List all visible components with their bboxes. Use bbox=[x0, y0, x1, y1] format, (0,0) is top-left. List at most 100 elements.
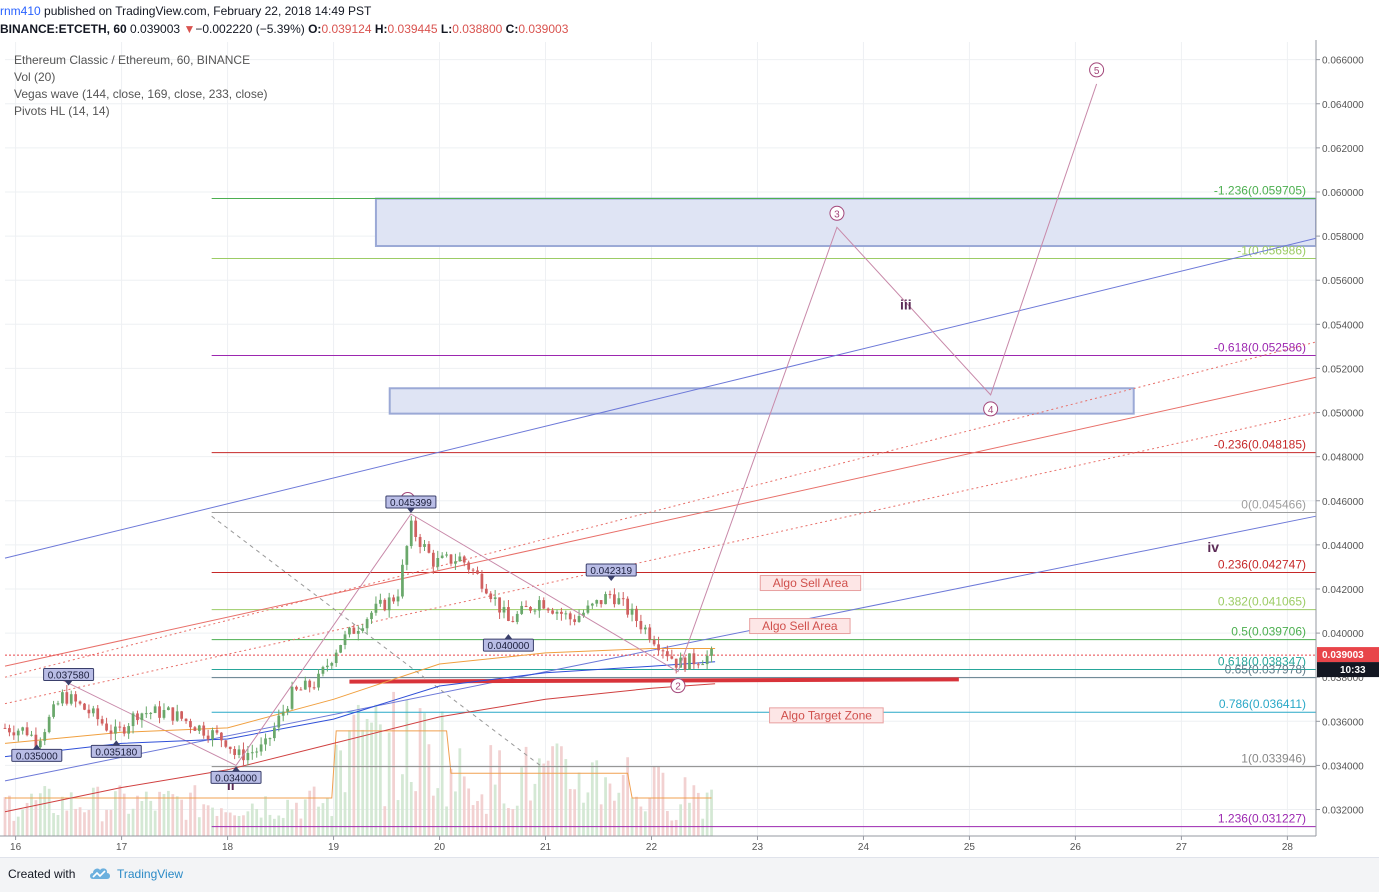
volume-bar bbox=[626, 757, 630, 836]
publish-line: rnm410 published on TradingView.com, Feb… bbox=[0, 4, 371, 18]
candle-body bbox=[471, 569, 475, 571]
candle-body bbox=[467, 562, 471, 570]
candle-body bbox=[555, 611, 559, 614]
volume-bar bbox=[255, 808, 259, 836]
price-axis-label: 0.050000 bbox=[1322, 409, 1364, 420]
price-axis-panel bbox=[1316, 40, 1379, 836]
candle-body bbox=[61, 692, 64, 704]
volume-bar bbox=[237, 815, 241, 836]
candle-body bbox=[551, 610, 554, 614]
candle-body bbox=[462, 556, 466, 563]
candle-body bbox=[16, 730, 20, 736]
author-link[interactable]: rnm410 bbox=[0, 4, 41, 18]
candle-body bbox=[264, 738, 267, 745]
candle-body bbox=[431, 552, 435, 567]
candle-body bbox=[365, 619, 369, 629]
candle-body bbox=[626, 598, 630, 615]
wave-point-label: 2 bbox=[675, 682, 681, 693]
volume-bar bbox=[91, 787, 95, 836]
target-zone-box bbox=[374, 197, 1317, 248]
wave-point-circle bbox=[829, 205, 845, 221]
volume-bar bbox=[47, 788, 51, 836]
volume-bar bbox=[405, 699, 409, 836]
volume-bar bbox=[613, 800, 616, 836]
volume-bar bbox=[370, 722, 373, 836]
candle-body bbox=[65, 692, 69, 704]
candle-body bbox=[144, 713, 148, 715]
candle-body bbox=[617, 598, 621, 605]
volume-bar bbox=[396, 800, 400, 836]
candle-body bbox=[250, 752, 254, 754]
time-axis-label: 20 bbox=[434, 842, 446, 853]
red-channel-top bbox=[4, 376, 1317, 667]
close-label: C: bbox=[505, 22, 519, 36]
price-axis-label: 0.058000 bbox=[1322, 232, 1364, 243]
wave-point-label: 4 bbox=[988, 405, 994, 416]
algo-label-box bbox=[769, 707, 884, 724]
price-chart[interactable]: -1.236(0.059705) -1(0.056986) -0.618(0.052… bbox=[0, 40, 1379, 857]
pivot-value: 0.034000 bbox=[215, 773, 257, 784]
price-axis-label: 0.066000 bbox=[1322, 56, 1364, 67]
volume-bar bbox=[511, 809, 515, 836]
candle-body bbox=[96, 708, 100, 720]
publish-header: rnm410 published on TradingView.com, Feb… bbox=[0, 0, 1379, 40]
pivot-pointer bbox=[406, 508, 415, 514]
volume-bar bbox=[608, 783, 612, 836]
vegas-ma-red bbox=[4, 683, 716, 813]
volume-bar bbox=[458, 748, 462, 836]
candle-body bbox=[109, 730, 113, 734]
volume-bar bbox=[295, 802, 298, 836]
candle-body bbox=[255, 751, 259, 753]
high-value: 0.039445 bbox=[387, 22, 438, 36]
candle-body bbox=[529, 607, 532, 611]
candle-body bbox=[153, 706, 157, 713]
pivot-labels: 0.037580 0.035000 0.035180 0.034000 0.045399… bbox=[11, 495, 637, 784]
volume-bar bbox=[16, 816, 20, 836]
candle-body bbox=[158, 706, 161, 718]
candle-body bbox=[211, 730, 214, 740]
volume-bar bbox=[529, 800, 532, 836]
volume-bar bbox=[140, 801, 144, 836]
time-axis-label: 23 bbox=[752, 842, 764, 853]
chart-legend: Ethereum Classic / Ethereum, 60, BINANCE… bbox=[14, 52, 267, 120]
time-axis-label: 25 bbox=[964, 842, 976, 853]
tradingview-link[interactable]: TradingView bbox=[117, 867, 184, 881]
volume-bar bbox=[436, 788, 440, 836]
tradingview-cloud-icon bbox=[90, 868, 110, 879]
volume-bar bbox=[374, 704, 378, 836]
candle-body bbox=[140, 713, 144, 721]
volume-bar bbox=[162, 794, 166, 836]
fib-label: 0.618(0.038347) bbox=[1218, 655, 1306, 669]
candle-body bbox=[635, 608, 638, 621]
candle-body bbox=[180, 711, 184, 719]
fib-label: -0.236(0.048185) bbox=[1214, 438, 1306, 452]
volume-bar bbox=[401, 774, 404, 836]
candle-body bbox=[100, 719, 104, 724]
candle-body bbox=[480, 573, 484, 589]
volume-bar bbox=[630, 797, 634, 836]
volume-bar bbox=[153, 810, 157, 836]
candle-body bbox=[652, 639, 656, 645]
candle-body bbox=[356, 631, 360, 634]
volume-bar bbox=[599, 804, 603, 836]
candle-body bbox=[91, 708, 95, 714]
pivot-value: 0.037580 bbox=[48, 670, 90, 681]
volume-bar bbox=[273, 818, 276, 836]
candle-body bbox=[3, 727, 7, 729]
volume-bar bbox=[392, 691, 395, 836]
candle-body bbox=[162, 710, 166, 718]
fib-label: 0.236(0.042747) bbox=[1218, 558, 1306, 572]
candle-body bbox=[613, 594, 616, 605]
volume-bar bbox=[507, 808, 510, 836]
candle-body bbox=[122, 727, 126, 734]
pivot-pointer bbox=[112, 740, 121, 746]
candle-body bbox=[286, 708, 289, 712]
volume-bar bbox=[431, 795, 435, 836]
footer-bar: Created with TradingView bbox=[0, 857, 1379, 892]
volume-bar bbox=[515, 805, 519, 836]
candle-body bbox=[515, 613, 519, 622]
volume-bar bbox=[317, 806, 320, 836]
candle-body bbox=[564, 613, 568, 615]
time-axis-label: 26 bbox=[1070, 842, 1082, 853]
fib-label: 0.65(0.037978) bbox=[1225, 663, 1306, 677]
